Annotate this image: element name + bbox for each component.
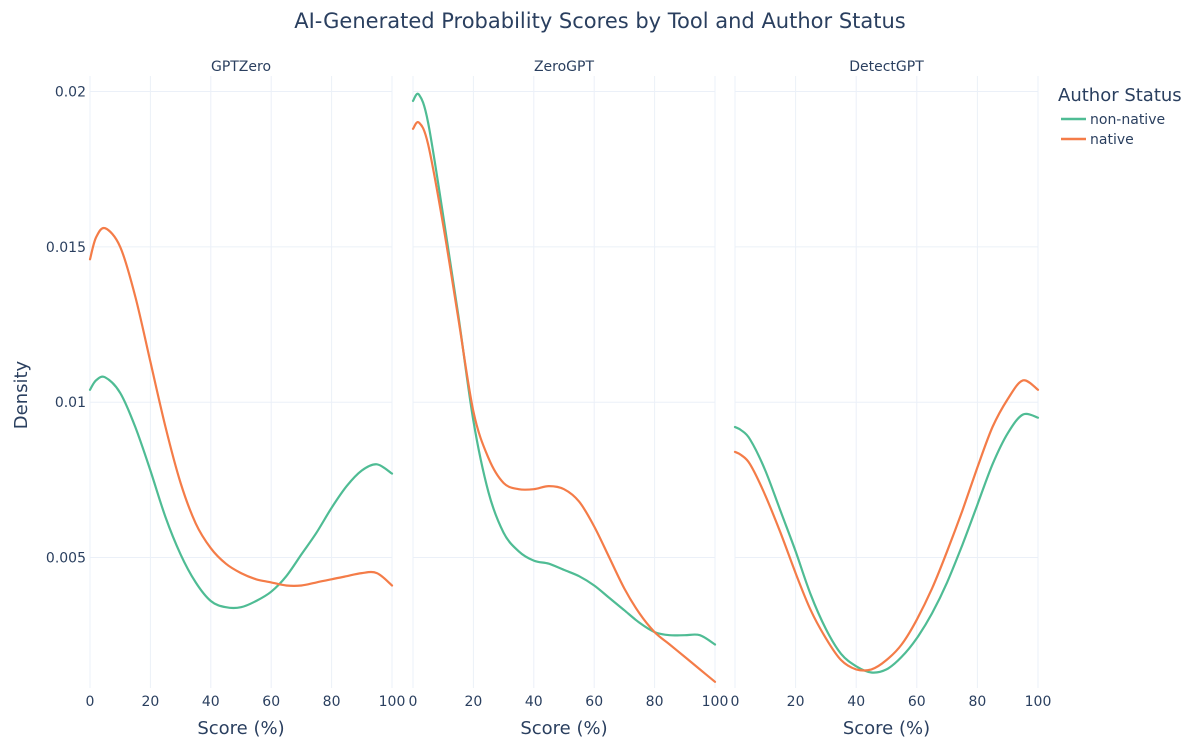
- x-tick-label: 80: [646, 694, 664, 710]
- x-tick-label: 20: [141, 694, 159, 710]
- series-layer: [88, 92, 1040, 683]
- x-axes: 0 20 40 60 80 100 Score (%) 0 20 40 60 80 100 Score (…: [86, 694, 1052, 739]
- y-tick-label: 0.02: [55, 85, 86, 101]
- x-tick-label: 100: [702, 694, 729, 710]
- x-tick-label: 80: [323, 694, 341, 710]
- x-tick-label: 100: [379, 694, 406, 710]
- x-tick-label: 0: [86, 694, 95, 710]
- x-tick-label: 60: [908, 694, 926, 710]
- x-tick-label: 60: [585, 694, 603, 710]
- series-line-zerogpt-non-native: [411, 92, 717, 646]
- legend-label: non-native: [1090, 112, 1165, 128]
- panel-title-detectgpt: DetectGPT: [849, 59, 924, 75]
- y-axis-title: Density: [11, 360, 32, 429]
- series-line-detectgpt-non-native: [733, 412, 1040, 674]
- series-line-gptzero-non-native: [88, 375, 394, 610]
- legend-item-native[interactable]: native: [1061, 132, 1134, 148]
- x-tick-label: 40: [847, 694, 865, 710]
- x-tick-label: 40: [202, 694, 220, 710]
- x-tick-label: 0: [731, 694, 740, 710]
- x-axis-title: Score (%): [197, 718, 284, 739]
- y-axis: 0.005 0.01 0.015 0.02: [46, 85, 86, 567]
- legend-label: native: [1090, 132, 1134, 148]
- grid-layer: [89, 76, 1039, 688]
- x-tick-label: 0: [409, 694, 418, 710]
- x-tick-label: 20: [787, 694, 805, 710]
- x-tick-label: 60: [262, 694, 280, 710]
- chart-title: AI-Generated Probability Scores by Tool …: [294, 9, 905, 33]
- panel-titles: GPTZero ZeroGPT DetectGPT: [211, 59, 924, 75]
- legend-title: Author Status: [1058, 85, 1182, 106]
- x-axis-title: Score (%): [843, 718, 930, 739]
- x-tick-label: 20: [464, 694, 482, 710]
- x-tick-label: 80: [968, 694, 986, 710]
- legend[interactable]: Author Status non-native native: [1058, 85, 1182, 148]
- x-axis-title: Score (%): [520, 718, 607, 739]
- series-line-detectgpt-native: [733, 379, 1040, 672]
- legend-item-non-native[interactable]: non-native: [1061, 112, 1165, 128]
- series-line-zerogpt-native: [411, 120, 717, 683]
- y-tick-label: 0.01: [55, 395, 86, 411]
- y-tick-label: 0.005: [46, 551, 86, 567]
- x-tick-label: 40: [525, 694, 543, 710]
- series-line-gptzero-native: [88, 226, 394, 587]
- x-tick-label: 100: [1025, 694, 1052, 710]
- y-tick-label: 0.015: [46, 240, 86, 256]
- panel-title-gptzero: GPTZero: [211, 59, 271, 75]
- panel-title-zerogpt: ZeroGPT: [534, 59, 595, 75]
